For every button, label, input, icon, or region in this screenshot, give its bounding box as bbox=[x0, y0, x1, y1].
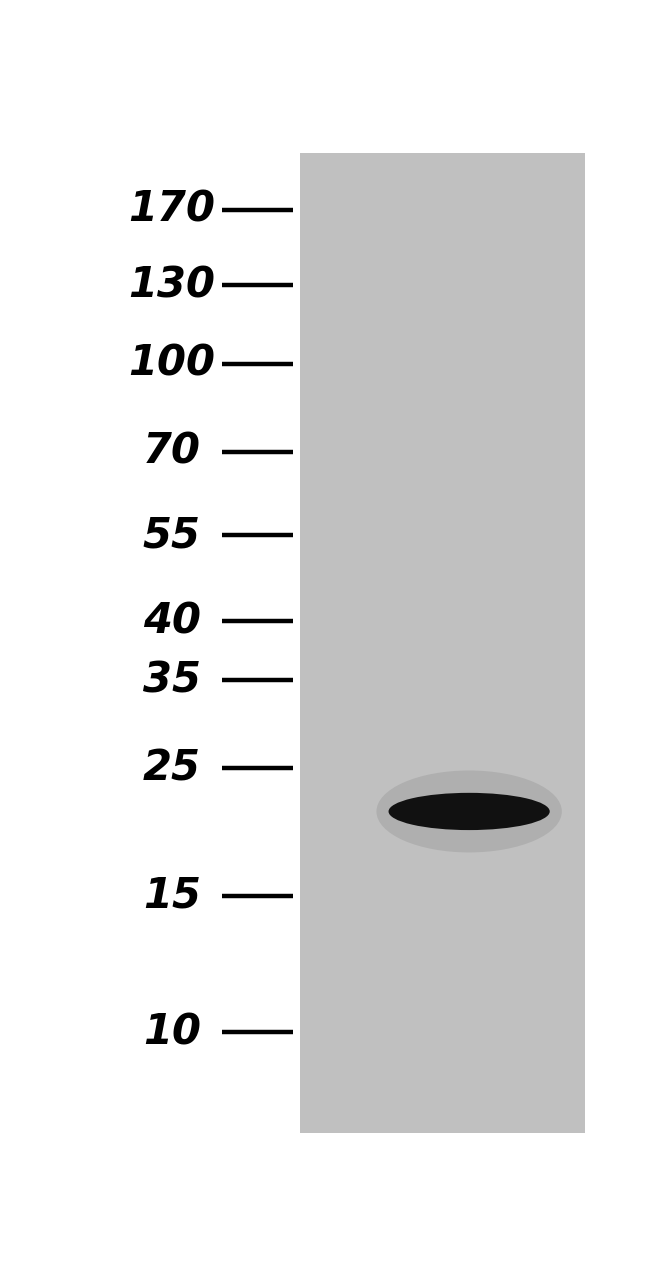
Text: 130: 130 bbox=[129, 264, 215, 306]
Text: 70: 70 bbox=[143, 430, 201, 472]
Text: 25: 25 bbox=[143, 747, 201, 789]
Text: 100: 100 bbox=[129, 342, 215, 384]
Text: 55: 55 bbox=[143, 514, 201, 556]
Text: 40: 40 bbox=[143, 601, 201, 643]
Text: 10: 10 bbox=[143, 1011, 201, 1053]
Text: 35: 35 bbox=[143, 659, 201, 701]
Bar bbox=[300, 153, 585, 1133]
Ellipse shape bbox=[389, 793, 550, 830]
Bar bbox=[81, 153, 300, 1133]
Text: 170: 170 bbox=[129, 188, 215, 230]
Text: 15: 15 bbox=[143, 875, 201, 917]
Ellipse shape bbox=[376, 770, 562, 853]
